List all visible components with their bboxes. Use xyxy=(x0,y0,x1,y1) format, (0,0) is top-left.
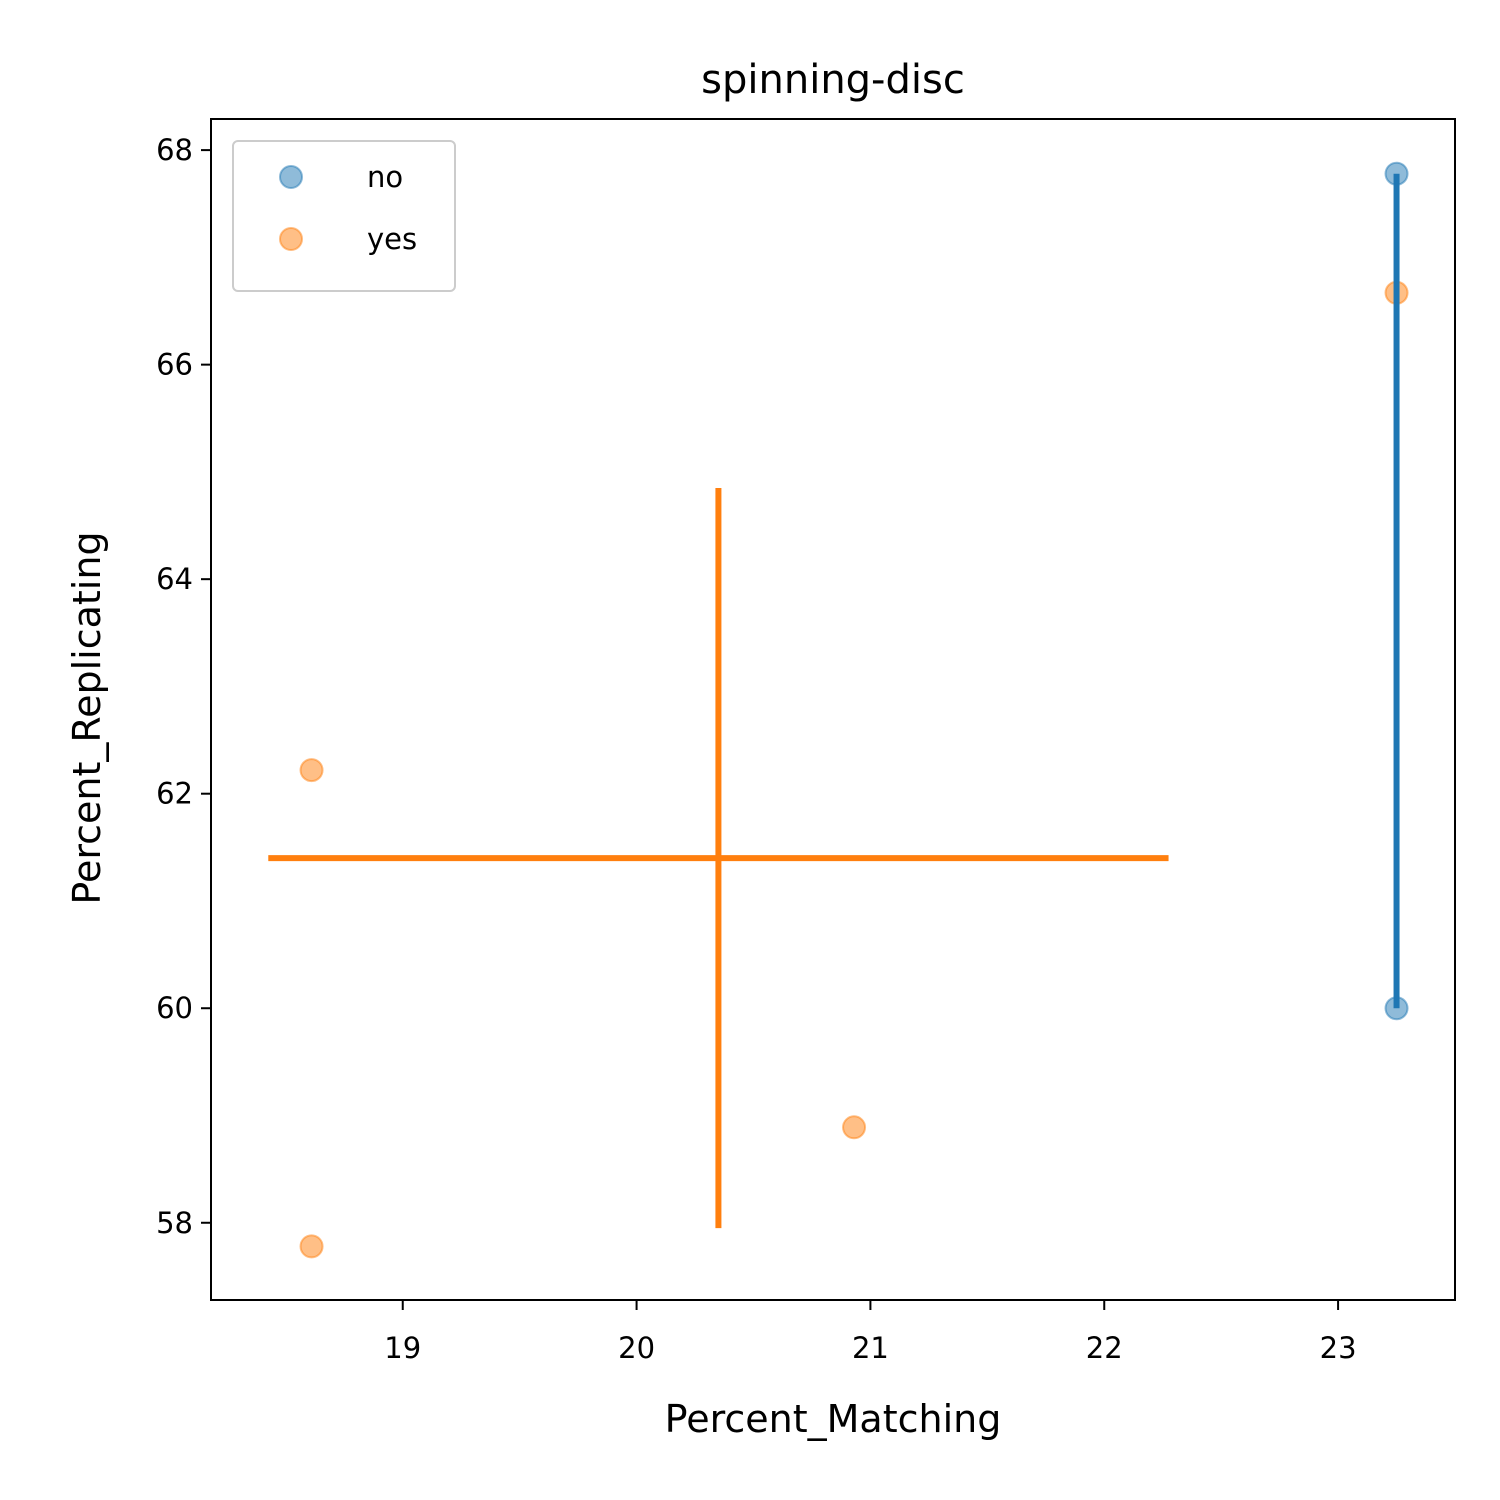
legend-box xyxy=(232,140,456,292)
legend-label: yes xyxy=(367,222,417,256)
y-tick-label: 60 xyxy=(156,991,193,1025)
y-tick-label: 68 xyxy=(156,133,193,167)
y-axis-label: Percent_Replicating xyxy=(65,531,109,904)
plot-frame xyxy=(210,118,1456,1301)
chart-title: spinning-disc xyxy=(701,57,965,103)
x-tick-label: 19 xyxy=(384,1331,421,1365)
y-tick-label: 58 xyxy=(156,1206,193,1240)
x-tick-label: 22 xyxy=(1086,1331,1123,1365)
x-tick-label: 23 xyxy=(1320,1331,1357,1365)
legend: no yes xyxy=(232,140,456,292)
y-tick-label: 62 xyxy=(156,777,193,811)
legend-marker xyxy=(279,165,303,189)
x-axis-label: Percent_Matching xyxy=(665,1397,1002,1441)
point xyxy=(842,1115,867,1140)
point xyxy=(299,1234,324,1259)
y-tick-label: 64 xyxy=(156,562,193,596)
legend-label: no xyxy=(367,160,403,194)
point xyxy=(299,758,324,783)
y-tick-label: 66 xyxy=(156,348,193,382)
legend-marker xyxy=(279,227,303,251)
x-tick-label: 21 xyxy=(852,1331,889,1365)
x-tick-label: 20 xyxy=(618,1331,655,1365)
